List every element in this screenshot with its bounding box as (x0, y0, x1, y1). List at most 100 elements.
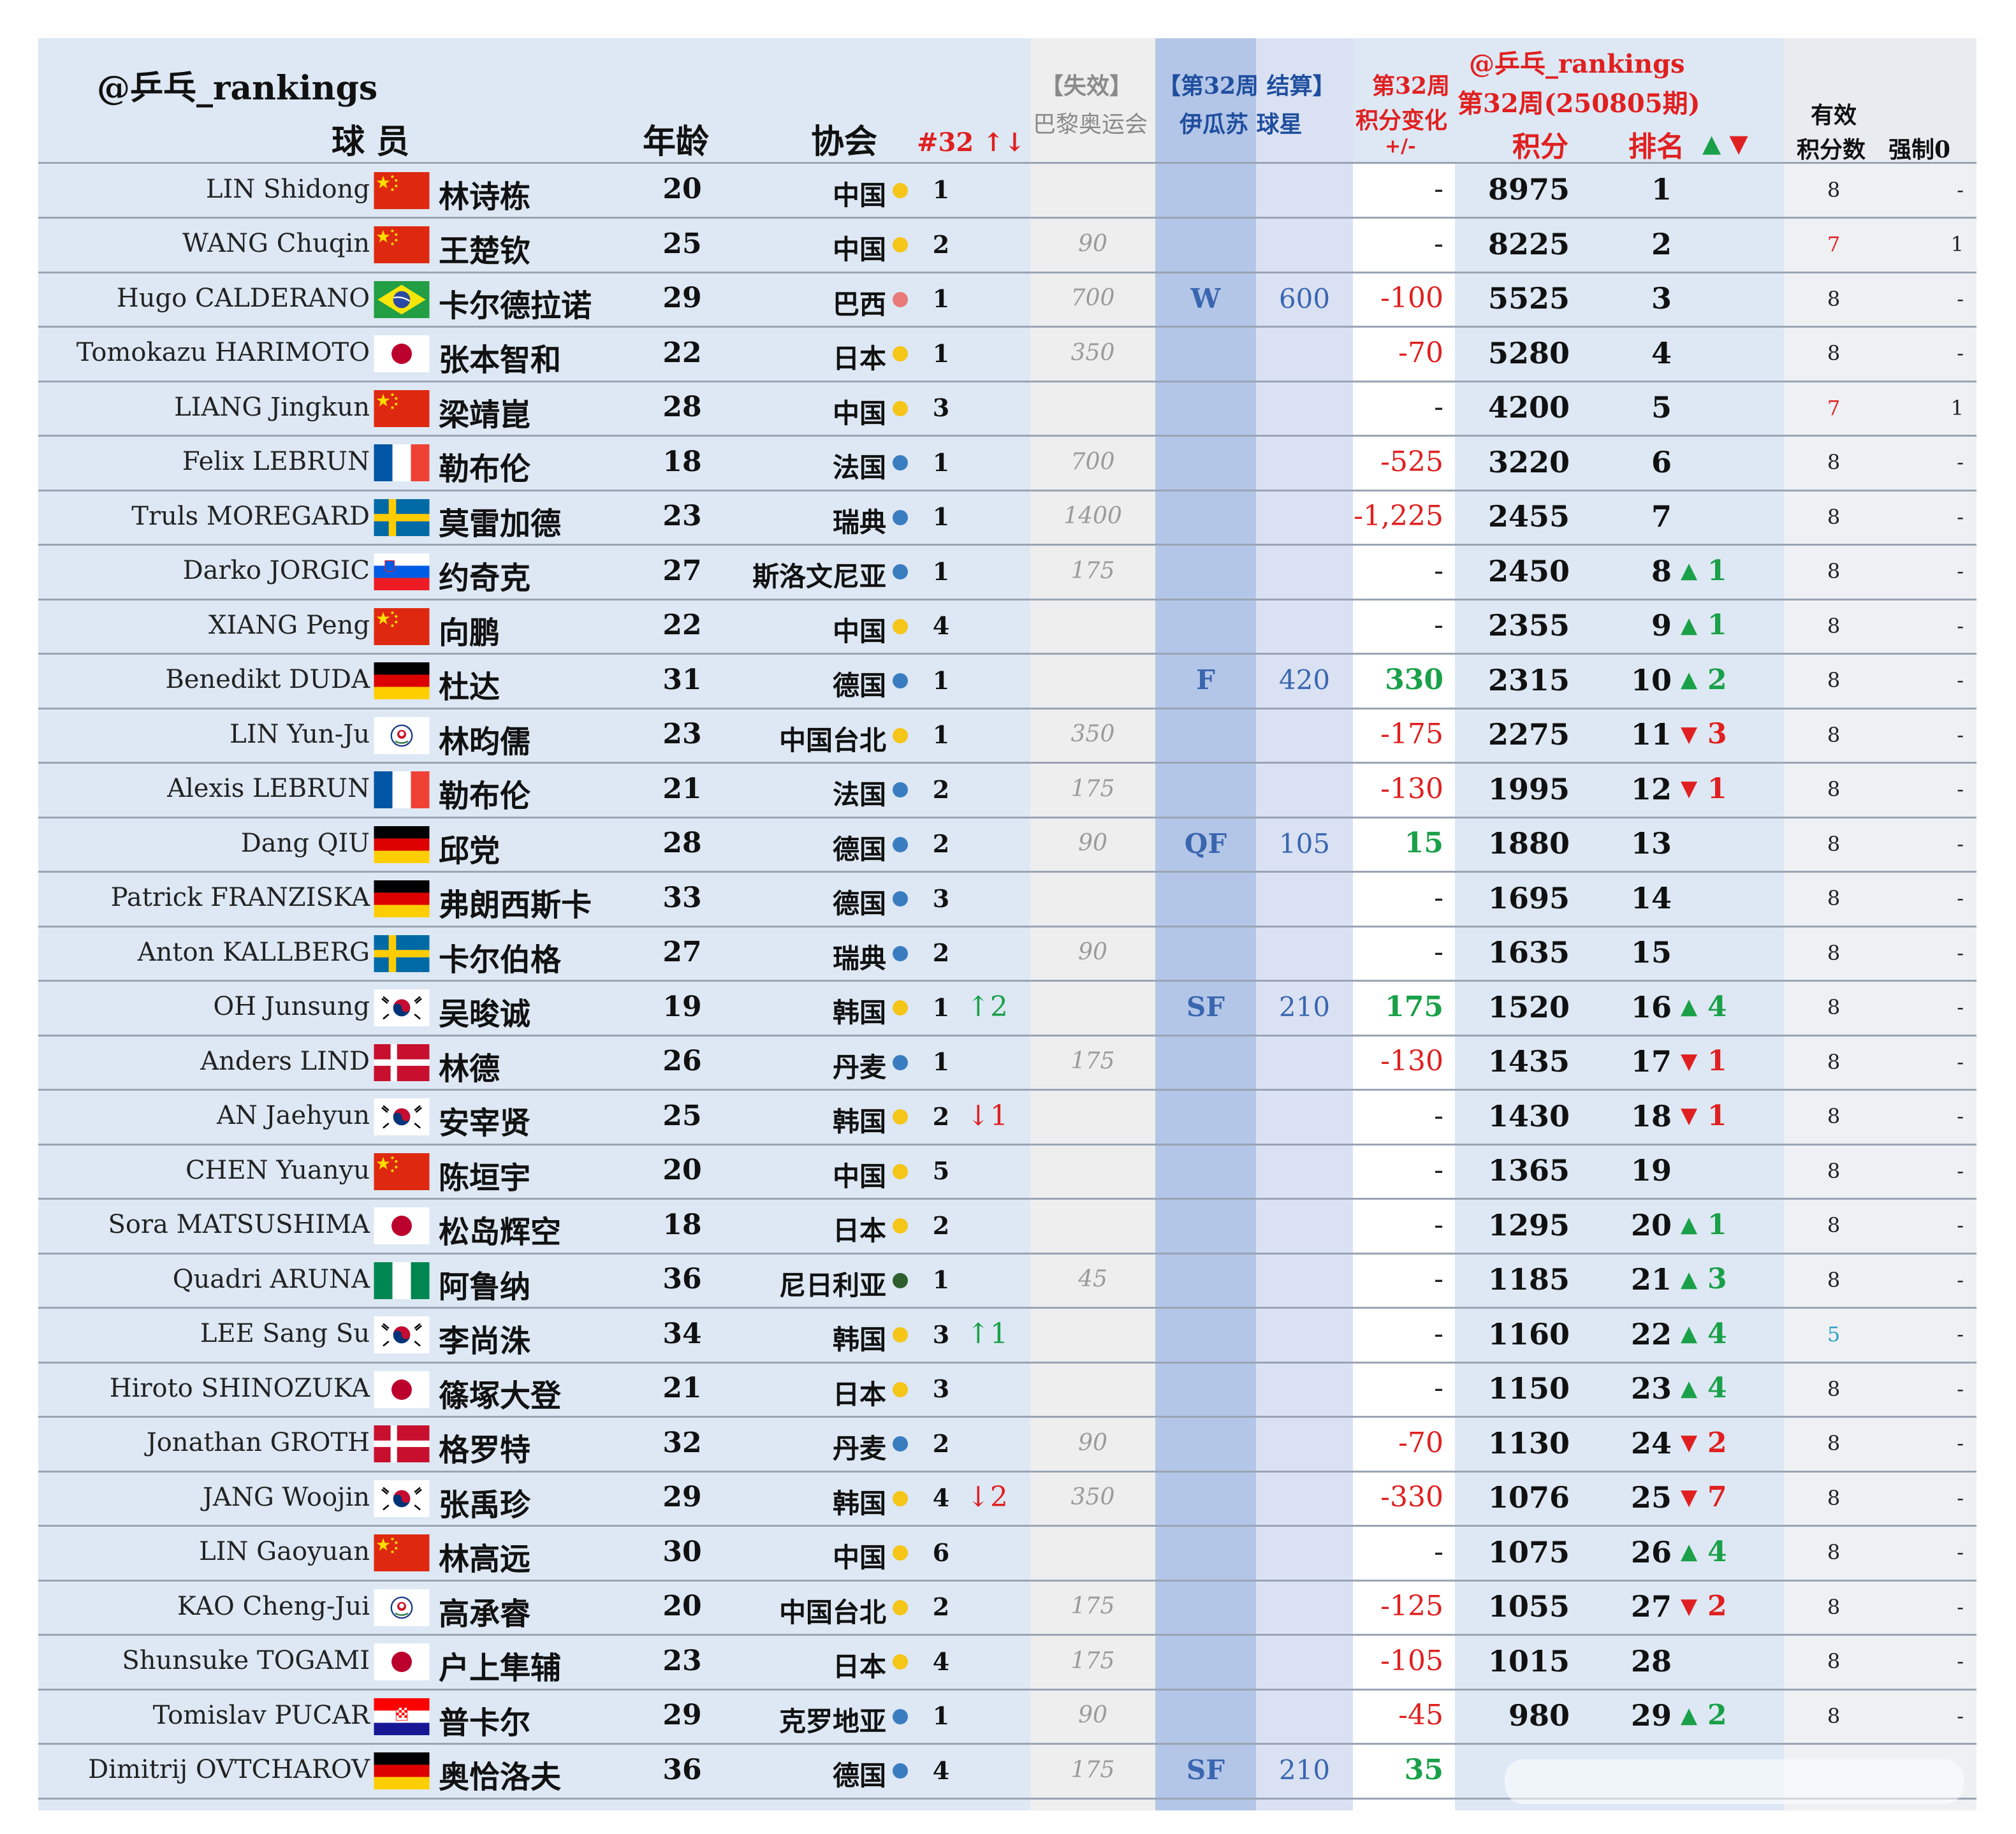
association-dot-icon (893, 1381, 908, 1397)
player-age: 18 (662, 445, 702, 478)
player-association: 尼日利亚 (778, 1269, 886, 1301)
rank-delta: 2 (1707, 1699, 1727, 1732)
valid-count: 8 (1827, 1540, 1841, 1565)
row-divider (38, 271, 1976, 273)
valid-column-background (1784, 163, 1976, 1810)
flag-slovenia-icon (372, 553, 431, 593)
total-points: 2455 (1487, 499, 1570, 534)
world-rank: 10 (1630, 662, 1672, 697)
player-name-cn: 勒布伦 (439, 778, 531, 815)
player-name-cn: 林高远 (439, 1541, 531, 1578)
points-change: - (1434, 1099, 1443, 1132)
national-rank-change: ↓1 (967, 1099, 1008, 1132)
world-rank: 17 (1630, 1044, 1672, 1079)
player-name-cn: 卡尔伯格 (439, 942, 562, 978)
player-name-en: Truls MOREGARD (131, 501, 370, 531)
points-change: 330 (1385, 663, 1443, 696)
total-points: 1160 (1487, 1316, 1570, 1351)
world-rank: 12 (1630, 771, 1672, 806)
valid-count: 8 (1827, 1649, 1841, 1674)
points-change: - (1434, 1372, 1443, 1405)
table-row: Dang QIU 邱党 28 德国 2 90 QF 105 15 1880 13 8 - (38, 817, 1976, 872)
col-expired-bottom: 巴黎奥运会 (1033, 112, 1148, 138)
association-dot-icon (893, 1218, 908, 1234)
player-name-en: Dang QIU (240, 828, 370, 858)
points-change: -1,225 (1354, 500, 1443, 533)
player-association: 韩国 (832, 1324, 886, 1356)
total-points: 1295 (1487, 1207, 1570, 1242)
rank-delta: 1 (1707, 772, 1727, 805)
rank-down-legend-icon: ▼ (1729, 129, 1748, 157)
player-association: 瑞典 (832, 506, 886, 538)
player-association: 中国台北 (778, 1596, 886, 1628)
expired-points: 175 (1070, 1593, 1115, 1620)
player-age: 32 (662, 1426, 702, 1459)
row-divider (38, 653, 1976, 655)
rank-delta: 7 (1707, 1481, 1727, 1514)
col-week-watermark: @乒乓_rankings (1469, 49, 1685, 79)
world-rank: 2 (1651, 226, 1672, 261)
table-row: Jonathan GROTH 格罗特 32 丹麦 2 90 -70 1130 24 ▼ 2 8 - (38, 1417, 1976, 1472)
player-name-cn: 松岛辉空 (439, 1214, 562, 1251)
table-row: OH Junsung 吴晙诚 19 韩国 1 ↑2 SF 210 175 1520 16 ▲ 4 8 - (38, 981, 1976, 1036)
player-association: 中国 (832, 1160, 886, 1192)
player-name-en: Benedikt DUDA (165, 665, 370, 695)
expired-points: 90 (1078, 939, 1107, 966)
col-forced-header: 强制0 (1888, 136, 1951, 163)
national-rank: 5 (932, 1156, 950, 1186)
points-change: 15 (1404, 827, 1443, 860)
table-row: Patrick FRANZISKA 弗朗西斯卡 33 德国 3 - 1695 14 8 - (38, 872, 1976, 927)
event-result: SF (1186, 1754, 1225, 1786)
association-dot-icon (893, 727, 908, 743)
table-row: Tomislav PUCAR 普卡尔 29 克罗地亚 1 90 -45 980 29 ▲ 2 8 - (38, 1689, 1976, 1744)
table-row: Truls MOREGARD 莫雷加德 23 瑞典 1 1400 -1,225 2455 7 8 - (38, 490, 1976, 545)
forced-zero: - (1957, 1703, 1964, 1728)
flag-brazil-icon (372, 280, 431, 321)
points-change: -70 (1398, 1426, 1443, 1459)
player-name-en: Shunsuke TOGAMI (122, 1646, 370, 1676)
flag-china-icon (372, 226, 431, 266)
rank-up-arrow-icon: ▲ (1681, 1266, 1698, 1292)
player-name-en: Alexis LEBRUN (167, 774, 370, 804)
expired-points: 175 (1070, 775, 1115, 802)
association-dot-icon (893, 891, 908, 907)
national-rank-change: ↑2 (967, 990, 1008, 1023)
points-rank-column-background (1455, 38, 1784, 1810)
row-divider (38, 544, 1976, 546)
points-change: -330 (1380, 1481, 1443, 1514)
player-name-cn: 户上隼辅 (439, 1650, 562, 1687)
national-rank: 1 (932, 502, 950, 532)
player-age: 25 (662, 1099, 702, 1132)
col-rank-change-header: #32 ↑↓ (917, 127, 1026, 157)
row-divider (38, 1252, 1976, 1255)
total-points: 1635 (1487, 935, 1570, 970)
national-rank: 1 (932, 1701, 950, 1731)
flag-tpe-icon (372, 1589, 431, 1629)
rank-up-arrow-icon: ▲ (1681, 667, 1698, 693)
total-points: 1055 (1487, 1589, 1570, 1624)
forced-zero: - (1957, 940, 1964, 965)
total-points: 980 (1508, 1698, 1570, 1733)
col-assoc-header: 协会 (811, 122, 878, 161)
table-row: Benedikt DUDA 杜达 31 德国 1 F 420 330 2315 10 ▲ 2 8 - (38, 654, 1976, 709)
player-name-cn: 约奇克 (439, 560, 531, 597)
player-name-cn: 杜达 (439, 669, 500, 706)
valid-count: 8 (1827, 1431, 1841, 1456)
points-change: -130 (1380, 1045, 1443, 1078)
world-rank: 21 (1630, 1262, 1672, 1297)
valid-count: 8 (1827, 450, 1841, 475)
player-name-en: WANG Chuqin (182, 229, 370, 259)
col-week-title: 第32周(250805期) (1457, 89, 1700, 119)
row-divider (38, 707, 1976, 710)
forced-zero: - (1957, 831, 1964, 856)
expired-points: 700 (1070, 448, 1115, 475)
valid-count: 8 (1827, 1213, 1841, 1238)
rank-down-arrow-icon: ▼ (1681, 1103, 1698, 1129)
points-change: - (1434, 609, 1443, 642)
world-rank: 11 (1630, 717, 1672, 752)
association-dot-icon (893, 945, 908, 961)
player-name-cn: 弗朗西斯卡 (439, 887, 592, 924)
table-row: CHEN Yuanyu 陈垣宇 20 中国 5 - 1365 19 8 - (38, 1144, 1976, 1199)
national-rank: 2 (932, 1429, 950, 1458)
national-rank: 1 (932, 557, 950, 586)
